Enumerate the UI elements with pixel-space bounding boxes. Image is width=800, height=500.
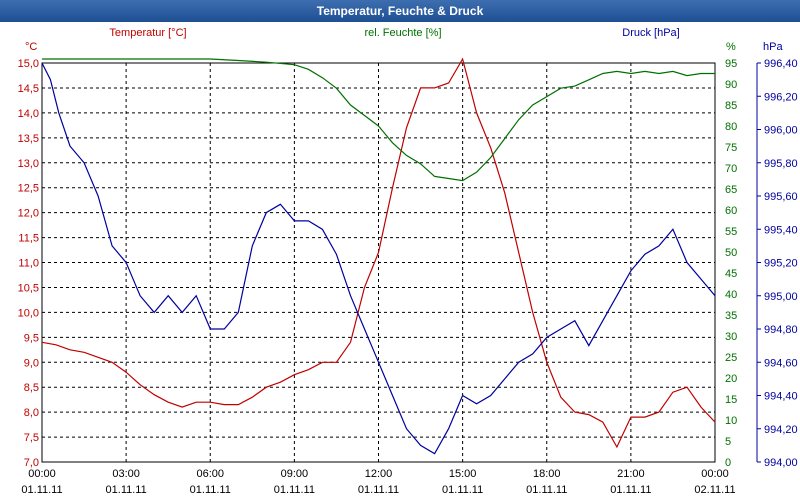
unit-pressure: hPa (763, 41, 783, 53)
tick-temperature: 10,0 (18, 307, 39, 319)
tick-pressure: 996,40 (764, 58, 798, 70)
tick-pressure: 994,20 (764, 424, 798, 436)
tick-temperature: 13,0 (18, 158, 39, 170)
tick-x-date: 01.11.11 (274, 484, 315, 496)
tick-humidity: 35 (725, 310, 737, 322)
unit-temperature: °C (25, 41, 37, 53)
tick-temperature: 9,0 (24, 357, 39, 369)
tick-x-date: 01.11.11 (610, 484, 651, 496)
tick-temperature: 11,5 (18, 233, 39, 245)
tick-pressure: 994,60 (764, 357, 798, 369)
tick-pressure: 995,80 (764, 158, 798, 170)
tick-x-date: 01.11.11 (358, 484, 399, 496)
legend-pressure: Druck [hPa] (622, 27, 679, 39)
tick-humidity: 65 (725, 184, 737, 196)
series-line-temperature (41, 57, 716, 449)
tick-x-time: 09:00 (281, 468, 309, 480)
tick-temperature: 15,0 (18, 58, 39, 70)
tick-x-time: 18:00 (533, 468, 561, 480)
tick-temperature: 7,5 (24, 432, 39, 444)
tick-pressure: 995,40 (764, 224, 798, 236)
tick-humidity: 75 (725, 142, 737, 154)
tick-x-time: 06:00 (196, 468, 224, 480)
tick-humidity: 60 (725, 205, 737, 217)
tick-humidity: 5 (725, 436, 731, 448)
legend-humidity: rel. Feuchte [%] (364, 27, 441, 39)
tick-temperature: 13,5 (18, 133, 39, 145)
tick-temperature: 12,0 (18, 208, 39, 220)
tick-x-time: 00:00 (28, 468, 56, 480)
tick-humidity: 10 (725, 415, 737, 427)
tick-temperature: 8,5 (24, 382, 39, 394)
tick-humidity: 20 (725, 373, 737, 385)
series-line-pressure (41, 62, 716, 455)
tick-pressure: 996,00 (764, 125, 798, 137)
tick-x-time: 21:00 (617, 468, 645, 480)
tick-humidity: 85 (725, 100, 737, 112)
tick-humidity: 50 (725, 247, 737, 259)
tick-humidity: 95 (725, 58, 737, 70)
tick-x-date: 01.11.11 (21, 484, 62, 496)
tick-x-date: 01.11.11 (190, 484, 231, 496)
tick-x-date: 02.11.11 (694, 484, 735, 496)
tick-x-time: 03:00 (112, 468, 140, 480)
tick-pressure: 994,80 (764, 324, 798, 336)
tick-x-time: 00:00 (701, 468, 729, 480)
tick-temperature: 11,0 (18, 258, 39, 270)
chart-title-bar: Temperatur, Feuchte & Druck (0, 0, 800, 22)
tick-pressure: 995,20 (764, 258, 798, 270)
chart-area: Temperatur [°C] rel. Feuchte [%] Druck [hP… (18, 27, 798, 496)
unit-humidity: % (726, 41, 736, 53)
legend-temperature: Temperatur [°C] (109, 27, 186, 39)
tick-x-time: 15:00 (449, 468, 477, 480)
tick-temperature: 14,0 (18, 108, 39, 120)
tick-pressure: 994,00 (764, 457, 798, 469)
tick-x-date: 01.11.11 (106, 484, 147, 496)
tick-humidity: 15 (725, 394, 737, 406)
tick-humidity: 40 (725, 289, 737, 301)
tick-humidity: 25 (725, 352, 737, 364)
tick-temperature: 14,5 (18, 83, 39, 95)
tick-humidity: 90 (725, 79, 737, 91)
tick-temperature: 9,5 (24, 332, 39, 344)
tick-pressure: 996,20 (764, 91, 798, 103)
tick-pressure: 995,60 (764, 191, 798, 203)
tick-temperature: 7,0 (24, 457, 39, 469)
tick-x-date: 01.11.11 (526, 484, 567, 496)
tick-pressure: 995,00 (764, 291, 798, 303)
tick-temperature: 12,5 (18, 183, 39, 195)
tick-humidity: 0 (725, 457, 731, 469)
series-line-humidity (42, 58, 715, 182)
tick-humidity: 80 (725, 121, 737, 133)
tick-temperature: 8,0 (24, 407, 39, 419)
tick-humidity: 45 (725, 268, 737, 280)
tick-humidity: 55 (725, 226, 737, 238)
tick-temperature: 10,5 (18, 282, 39, 294)
tick-x-date: 01.11.11 (442, 484, 483, 496)
tick-x-time: 12:00 (365, 468, 393, 480)
tick-humidity: 30 (725, 331, 737, 343)
tick-humidity: 70 (725, 163, 737, 175)
tick-pressure: 994,40 (764, 391, 798, 403)
